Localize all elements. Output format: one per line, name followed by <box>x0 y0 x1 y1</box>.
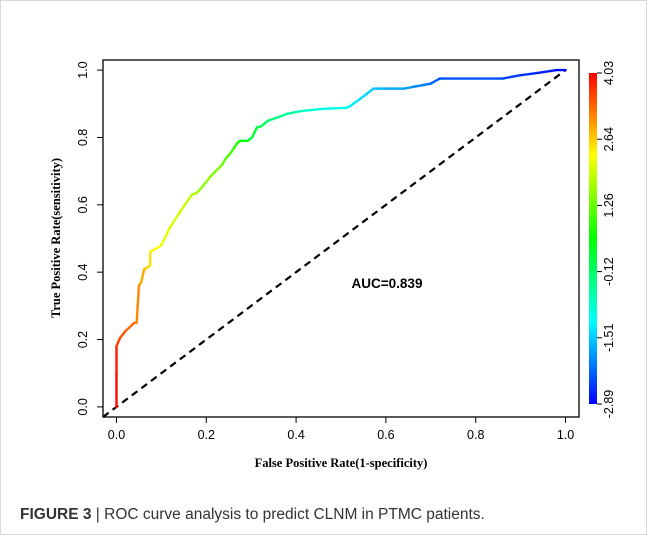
figure-caption-text: | ROC curve analysis to predict CLNM in … <box>91 506 485 523</box>
figure-caption: FIGURE 3 | ROC curve analysis to predict… <box>20 506 485 524</box>
roc-curve-segment-9 <box>139 267 146 284</box>
roc-curve-segment-37 <box>285 111 297 116</box>
colorbar-tick-label-5: -2.89 <box>602 390 616 419</box>
x-tick-label-5: 1.0 <box>557 428 574 442</box>
roc-curve-segment-41 <box>321 106 348 111</box>
y-tick-label-5: 1.0 <box>76 61 90 78</box>
roc-curve-segment-51 <box>429 77 441 85</box>
colorbar <box>589 73 597 404</box>
roc-curve-segment-48 <box>402 85 415 90</box>
roc-curve-segment-7 <box>135 284 141 324</box>
y-tick-label-1: 0.2 <box>76 331 90 348</box>
roc-curve-segment-54 <box>519 71 540 77</box>
reference-diagonal-line <box>102 69 567 418</box>
roc-curve-segment-53 <box>501 73 522 80</box>
figure-label: FIGURE 3 <box>20 506 92 523</box>
roc-curve-segment-50 <box>420 82 433 87</box>
roc-curve-segment-15 <box>160 227 171 247</box>
colorbar-tick-label-1: 2.64 <box>602 127 616 151</box>
colorbar-tick-label-3: -0.12 <box>602 257 616 286</box>
roc-curve-segment-44 <box>356 93 368 102</box>
auc-annotation: AUC=0.839 <box>352 276 423 291</box>
x-axis-label: False Positive Rate(1-specificity) <box>255 456 428 470</box>
y-tick-label-0: 0.0 <box>76 398 90 415</box>
roc-curve-segment-36 <box>276 112 289 119</box>
x-tick-label-0: 0.0 <box>108 428 125 442</box>
roc-curve-segment-49 <box>411 84 424 89</box>
roc-curve-segment-16 <box>168 210 182 230</box>
colorbar-tick-label-0: 4.03 <box>602 61 616 85</box>
roc-curve-segment-43 <box>348 99 360 108</box>
x-tick-label-4: 0.8 <box>467 428 484 442</box>
roc-curve-segment-55 <box>537 68 558 74</box>
plot-frame <box>102 59 580 418</box>
roc-curve-segment-45 <box>364 87 375 96</box>
roc-curve-segment-40 <box>308 107 325 112</box>
colorbar-tick-label-2: 1.26 <box>602 193 616 217</box>
roc-curve-segment-31 <box>250 126 259 139</box>
roc-curve-segment-20 <box>198 174 212 191</box>
roc-curve-segment-21 <box>209 163 224 178</box>
roc-curve-segment-35 <box>267 116 280 122</box>
y-tick-label-3: 0.6 <box>76 196 90 213</box>
roc-curve-segment-39 <box>299 108 311 113</box>
y-axis-label: True Positive Rate(sensitivity) <box>49 158 63 318</box>
x-tick-label-1: 0.2 <box>198 428 215 442</box>
roc-curve-segment-17 <box>179 193 194 213</box>
y-tick-label-2: 0.4 <box>76 263 90 280</box>
colorbar-tick-label-4: -1.51 <box>602 324 616 353</box>
roc-curve-segment-3 <box>115 336 122 348</box>
x-tick-label-3: 0.6 <box>377 428 394 442</box>
y-tick-label-4: 0.8 <box>76 129 90 146</box>
roc-curve-segment-4 <box>118 329 127 340</box>
x-tick-label-2: 0.4 <box>287 428 304 442</box>
roc-curve-segment-5 <box>124 321 136 333</box>
